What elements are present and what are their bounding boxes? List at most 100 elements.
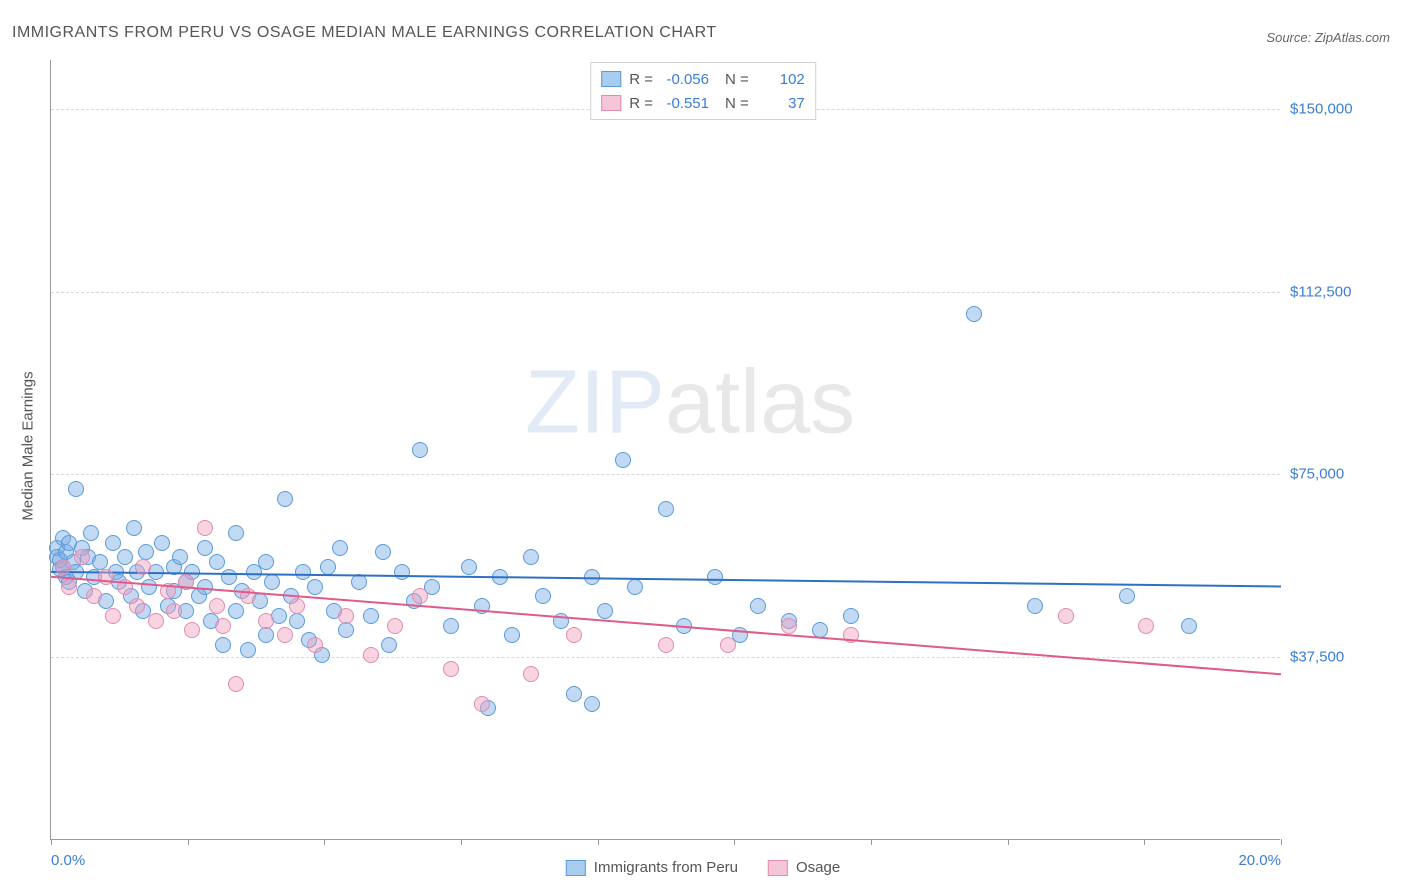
data-point: [228, 676, 244, 692]
x-tick: [1008, 839, 1009, 845]
x-tick: [1144, 839, 1145, 845]
data-point: [129, 598, 145, 614]
data-point: [141, 579, 157, 595]
series-swatch: [601, 71, 621, 87]
x-tick: [734, 839, 735, 845]
x-tick-label: 20.0%: [1238, 852, 1281, 869]
data-point: [627, 579, 643, 595]
data-point: [523, 549, 539, 565]
data-point: [74, 549, 90, 565]
data-point: [566, 686, 582, 702]
data-point: [584, 696, 600, 712]
data-point: [228, 603, 244, 619]
n-label: N =: [725, 71, 749, 88]
data-point: [1138, 618, 1154, 634]
legend-swatch: [566, 860, 586, 876]
x-tick: [461, 839, 462, 845]
x-tick: [324, 839, 325, 845]
source-attribution: Source: ZipAtlas.com: [1266, 30, 1390, 45]
legend: Immigrants from Peru Osage: [566, 859, 840, 876]
data-point: [154, 535, 170, 551]
r-label: R =: [629, 71, 653, 88]
data-point: [387, 618, 403, 634]
data-point: [197, 540, 213, 556]
data-point: [843, 627, 859, 643]
correlation-stats-box: R =-0.056N =102R =-0.551N =37: [590, 62, 816, 120]
legend-item: Osage: [768, 859, 840, 876]
data-point: [307, 579, 323, 595]
data-point: [375, 544, 391, 560]
data-point: [394, 564, 410, 580]
data-point: [338, 608, 354, 624]
data-point: [461, 559, 477, 575]
data-point: [55, 559, 71, 575]
legend-item: Immigrants from Peru: [566, 859, 738, 876]
data-point: [381, 637, 397, 653]
trend-line: [51, 60, 1280, 840]
x-tick: [188, 839, 189, 845]
data-point: [707, 569, 723, 585]
data-point: [117, 549, 133, 565]
data-point: [184, 622, 200, 638]
data-point: [135, 559, 151, 575]
y-tick-label: $112,500: [1290, 283, 1390, 300]
data-point: [117, 579, 133, 595]
data-point: [412, 588, 428, 604]
r-label: R =: [629, 95, 653, 112]
gridline: [51, 474, 1280, 475]
y-axis-label: Median Male Earnings: [20, 371, 37, 520]
y-tick-label: $37,500: [1290, 649, 1390, 666]
n-value: 102: [757, 71, 805, 88]
data-point: [98, 569, 114, 585]
data-point: [277, 491, 293, 507]
data-point: [1058, 608, 1074, 624]
watermark: ZIPatlas: [525, 351, 855, 454]
x-tick-label: 0.0%: [51, 852, 85, 869]
data-point: [615, 452, 631, 468]
data-point: [812, 622, 828, 638]
data-point: [61, 579, 77, 595]
data-point: [240, 588, 256, 604]
data-point: [197, 520, 213, 536]
data-point: [307, 637, 323, 653]
data-point: [258, 627, 274, 643]
data-point: [166, 603, 182, 619]
data-point: [1027, 598, 1043, 614]
scatter-plot: ZIPatlas $37,500$75,000$112,500$150,0000…: [50, 60, 1280, 840]
data-point: [295, 564, 311, 580]
data-point: [474, 598, 490, 614]
data-point: [363, 647, 379, 663]
x-tick: [871, 839, 872, 845]
data-point: [750, 598, 766, 614]
data-point: [843, 608, 859, 624]
data-point: [215, 637, 231, 653]
data-point: [535, 588, 551, 604]
data-point: [68, 481, 84, 497]
data-point: [363, 608, 379, 624]
data-point: [178, 574, 194, 590]
watermark-thin: atlas: [665, 352, 855, 452]
data-point: [412, 442, 428, 458]
data-point: [781, 618, 797, 634]
data-point: [492, 569, 508, 585]
data-point: [584, 569, 600, 585]
x-tick: [51, 839, 52, 845]
data-point: [676, 618, 692, 634]
source-name: ZipAtlas.com: [1315, 30, 1390, 45]
gridline: [51, 657, 1280, 658]
data-point: [221, 569, 237, 585]
data-point: [351, 574, 367, 590]
data-point: [209, 598, 225, 614]
data-point: [1119, 588, 1135, 604]
data-point: [148, 613, 164, 629]
data-point: [264, 574, 280, 590]
data-point: [105, 608, 121, 624]
data-point: [289, 598, 305, 614]
data-point: [443, 618, 459, 634]
gridline: [51, 292, 1280, 293]
data-point: [658, 637, 674, 653]
data-point: [504, 627, 520, 643]
n-value: 37: [757, 95, 805, 112]
data-point: [160, 583, 176, 599]
data-point: [126, 520, 142, 536]
